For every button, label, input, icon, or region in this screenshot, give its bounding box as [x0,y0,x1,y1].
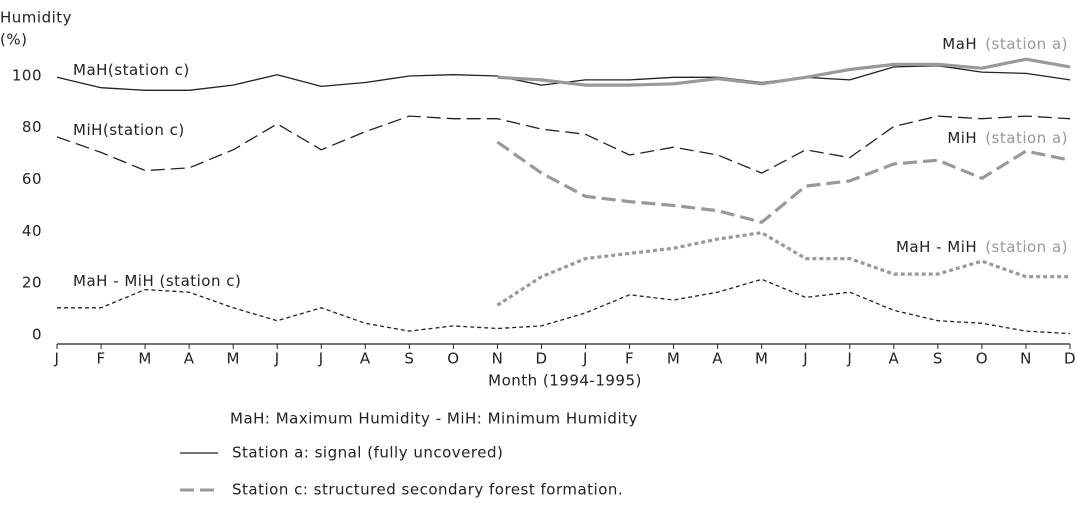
y-tick-label: 80 [22,118,42,136]
series-label-note: (station a) [985,35,1068,53]
y-tick-label: 20 [22,274,42,292]
x-tick-label: D [535,350,547,368]
series-label-main: MaH - MiH [896,238,977,256]
y-tick-label: 100 [12,66,42,84]
series-line [57,278,1071,335]
x-tick-label: O [976,350,988,368]
x-tick-label: A [712,350,723,368]
series-line [496,140,1071,224]
series-label: MaH - MiH (station c) [73,272,241,290]
x-tick-label: M [138,350,151,368]
note: MaH: Maximum Humidity - MiH: Minimum Hum… [230,410,638,428]
x-tick-label: O [447,350,459,368]
x-tick-label: N [1020,350,1032,368]
x-tick-label: A [888,350,899,368]
series-line [56,65,1071,91]
x-tick-label: F [625,350,634,368]
series-label: MaH (station a) [942,35,1068,53]
x-tick-label: A [184,350,195,368]
x-tick-label: F [96,350,105,368]
x-tick-label: J [274,350,280,368]
series-line [497,57,1071,87]
y-axis-label: (%) [0,31,27,49]
series-label-main: MaH(station c) [73,61,190,79]
series-label-main: MiH [947,129,977,147]
x-tick-label: D [1064,350,1075,368]
x-tick-label: A [360,350,371,368]
series-label: MiH (station a) [947,129,1068,147]
series-line [496,231,1070,307]
x-tick-label: S [404,350,414,368]
x-tick-label: J [54,350,60,368]
x-tick-label: M [667,350,680,368]
x-tick-label: J [846,350,852,368]
series-line [56,115,1071,174]
y-tick-label: 40 [22,222,42,240]
y-tick-label: 0 [32,325,42,343]
y-axis-label: Humidity [0,9,72,27]
y-tick-label: 60 [22,170,42,188]
x-tick-label: J [582,350,588,368]
series-label: MaH - MiH (station a) [896,238,1068,256]
legend-text: Station a: signal (fully uncovered) [232,444,503,462]
series-label-note: (station a) [985,238,1068,256]
x-tick-label: S [933,350,943,368]
series-label-main: MaH - MiH (station c) [73,272,241,290]
x-tick-label: M [226,350,239,368]
series-label-main: MiH(station c) [73,121,185,139]
series-label: MaH(station c) [73,61,190,79]
x-tick-label: N [492,350,504,368]
x-tick-label: J [318,350,324,368]
x-tick-label: J [802,350,808,368]
series-label: MiH(station c) [73,121,185,139]
x-axis-label: Month (1994-1995) [488,372,642,390]
x-tick-label: M [755,350,768,368]
legend-text: Station c: structured secondary forest f… [232,481,623,499]
series-label-main: MaH [942,35,977,53]
series-label-note: (station a) [985,129,1068,147]
